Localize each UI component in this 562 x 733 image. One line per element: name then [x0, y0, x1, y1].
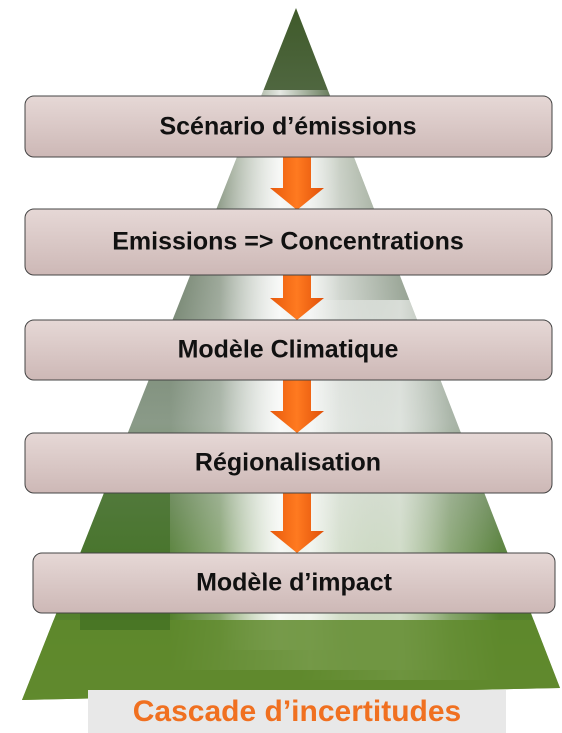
cascade-diagram: Scénario d’émissions Emissions => Concen… — [0, 0, 562, 733]
caption: Cascade d’incertitudes — [133, 695, 461, 728]
box-label: Modèle Climatique — [178, 336, 399, 364]
page: {"boxes": [ {"label": "Scénario d’émissi… — [0, 0, 562, 733]
box-label: Modèle d’impact — [196, 569, 393, 597]
box-label: Régionalisation — [195, 449, 381, 477]
box-label: Emissions => Concentrations — [112, 228, 464, 256]
box-label: Scénario d’émissions — [159, 113, 416, 141]
